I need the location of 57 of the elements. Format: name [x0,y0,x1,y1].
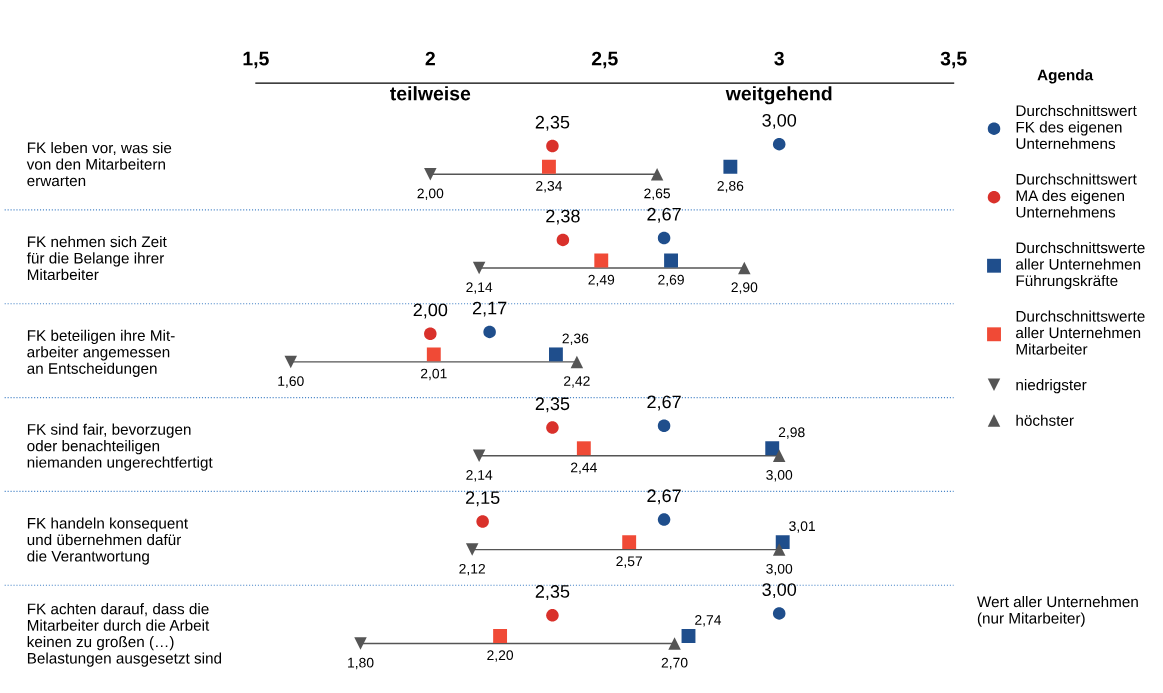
legend-title: Agenda [1037,69,1094,84]
data-label: 3,00 [766,563,793,576]
data-label: 2,14 [466,470,493,482]
y-tick-label: FK leben vor, was sie von den Mitarbeitern erwarten [26,142,172,187]
data-label: 2,44 [571,462,597,474]
y-tick-label: FK nehmen sich Zeit für die Belange ihrer Mitarbeiter [26,235,167,281]
data-label: 2,69 [658,274,684,287]
data-label: 3,00 [762,583,797,599]
x-tick-label: 1,5 [243,51,269,69]
y-tick-label: FK sind fair, bevorzugen oder benachteiligen niemanden ungerechtfertigt [27,423,213,471]
data-label: 2,49 [588,274,615,287]
text: weitgehend [725,86,832,105]
x-tick-label: 3,5 [940,51,967,69]
x-tick-label: 2 [425,51,435,66]
data-label: 2,74 [695,615,722,627]
data-label: 2,70 [661,657,688,670]
data-label: 2,90 [731,282,758,294]
data-label: 2,20 [487,650,514,662]
data-label: 1,60 [278,376,304,388]
data-label: 2,86 [717,180,744,193]
x-tick-label: 2,5 [591,51,618,69]
y-tick-label: FK beteiligen ihre Mit- arbeiter angemessen an Entscheidungen [27,329,175,377]
y-tick-label: FK handeln konsequent und übernehmen dafür die Verantwortung [27,517,188,565]
data-label: 1,80 [348,657,374,670]
x-tick-label: 3 [774,51,784,66]
data-label: 2,67 [647,395,681,411]
legend-label: niedrigster [1016,379,1087,394]
legend-label: Durchschnittswert MA des eigenen Unternehmens [1016,173,1137,218]
data-label: 2,57 [616,556,642,568]
data-label: 2,35 [535,397,570,413]
data-label: 3,00 [762,113,797,129]
data-label: 2,67 [647,207,681,223]
data-label: 2,00 [417,188,444,200]
data-label: 2,01 [420,368,447,381]
data-label: 2,12 [459,563,485,576]
data-label: 2,65 [644,188,671,200]
text: Wert aller Unternehmen (nur Mitarbeiter) [976,595,1138,627]
legend-label: Durchschnittswert FK des eigenen Unternehmens [1016,104,1137,150]
text: teilweise [390,86,471,101]
data-label: 2,36 [562,333,589,345]
data-label: 2,42 [564,376,590,388]
legend-label: Durchschnittswerte aller Unternehmen Mitarbeiter [1016,310,1145,355]
data-label: 2,67 [647,489,681,505]
data-label: 3,01 [789,521,815,533]
data-label: 3,00 [766,470,793,482]
data-label: 2,34 [536,180,563,193]
data-label: 2,38 [546,209,580,225]
data-label: 2,98 [778,427,805,439]
data-label: 2,17 [472,301,507,317]
legend-label: höchster [1016,414,1074,426]
y-tick-label: FK achten darauf, dass die Mitarbeiter durch die Arbeit keinen zu großen (…) Belastungen ausgesetzt sind [27,603,222,667]
legend-label: Durchschnittswerte aller Unternehmen Führungskräfte [1016,241,1145,290]
data-label: 2,00 [413,303,448,319]
data-label: 2,14 [466,282,493,294]
data-label: 2,35 [535,115,570,131]
data-label: 2,35 [535,585,570,600]
data-label: 2,15 [465,491,500,507]
